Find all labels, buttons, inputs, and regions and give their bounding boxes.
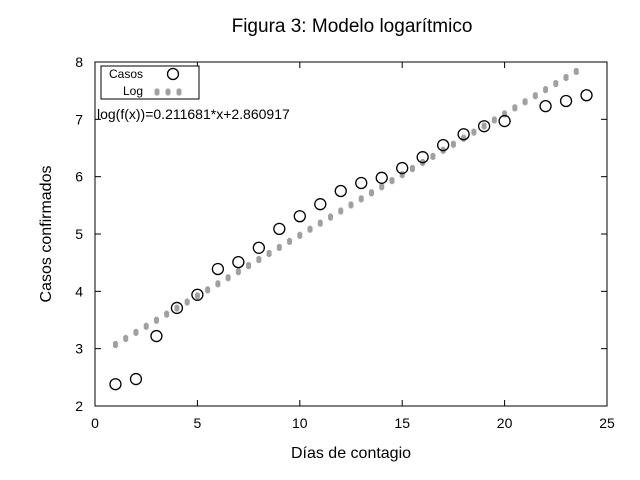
log-fit-dot-part [318,219,322,227]
x-axis-label: Días de contagio [291,445,411,462]
log-fit-dot-part [400,171,404,179]
y-tick-label: 8 [75,54,83,70]
casos-point [211,262,225,276]
casos-point [109,378,122,391]
log-fit-dot-part [359,195,363,203]
log-fit-dot-part [564,74,568,82]
y-tick-label: 7 [75,111,83,127]
fit-annotation: log(f(x))=0.211681*x+2.860917 [97,106,290,122]
log-fit-dot-part [503,110,507,118]
log-fit-dot-part [195,292,199,300]
legend-marker-log [154,88,182,96]
log-fit-dot-part [492,116,496,124]
legend-label-log: Log [123,84,143,98]
log-fit-dot-part [257,256,261,264]
log-fit-dot-part [154,316,158,324]
log-fit-dot-part [144,322,148,330]
log-fit-dot-part [380,183,384,191]
legend-label-casos: Casos [109,67,143,81]
log-fit-dot-part [451,140,455,148]
x-tick-label: 25 [599,415,615,431]
log-fit-dot-part [523,98,527,106]
x-tick-label: 0 [91,415,99,431]
casos-point [252,241,265,254]
log-fit-dot-part [533,92,537,100]
y-tick-label: 5 [75,226,83,242]
log-fit-dot-part [277,243,281,251]
casos-point [580,89,593,102]
x-tick-label: 5 [194,415,202,431]
casos-point [129,372,143,386]
casos-point [170,301,184,315]
casos-point [293,210,306,223]
casos-point [539,99,552,113]
legend-box [100,65,200,100]
log-fit-dot-part [113,341,117,349]
log-fit-dot-part [298,231,302,239]
log-fit-dot-part [574,67,578,75]
log-fit-dot-part [247,262,251,270]
log-fit-dot-part [369,189,373,197]
casos-point [559,94,573,108]
casos-point [416,151,429,164]
log-fit-dot-part [267,249,271,257]
casos-point [396,161,409,175]
log-fit-dot-part [554,80,558,88]
casos-point [437,138,450,152]
log-fit-dot-part [216,280,220,288]
legend-marker-casos [166,67,180,81]
log-fit-dot-part [134,328,138,336]
log-fit-dot-part [349,201,353,209]
log-fit-dot-part [165,310,169,318]
log-fit-dot-part [390,177,394,185]
y-tick-label: 6 [75,169,83,185]
log-fit-dot-part [329,213,333,221]
log-fit-dot-part [482,122,486,130]
log-fit-dot-part [288,237,292,245]
log-fit-dot-part [462,134,466,142]
casos-point [273,222,286,235]
chart-title: Figura 3: Modelo logarítmico [232,16,473,37]
log-fit-dot-part [410,165,414,173]
log-fit-dot-part [175,304,179,312]
casos-point [314,198,327,211]
y-axis-label: Casos confirmados [38,166,55,303]
casos-point [232,255,245,269]
log-fit-dot-part [206,286,210,294]
casos-point [477,120,491,133]
log-fit-dot-part [236,268,240,276]
casos-point [355,176,368,190]
casos-point [334,184,347,198]
casos-point [150,329,163,343]
log-fit-dot-part [544,86,548,94]
x-tick-label: 20 [497,415,513,431]
legend-log-dot-part [177,88,181,96]
y-tick-label: 4 [75,283,83,299]
casos-point [498,114,511,128]
log-fit-dot-part [472,128,476,136]
log-fit-dot-part [308,225,312,233]
log-fit-dot-part [339,207,343,215]
log-fit-dot-part [513,104,517,112]
log-fit-dot-part [185,298,189,306]
legend: Casos Log [100,65,200,100]
log-fit-dot-part [431,152,435,160]
legend-log-dot-part [155,88,159,96]
x-tick-label: 10 [292,415,308,431]
casos-point [191,288,204,301]
y-tick-label: 2 [75,398,83,414]
legend-log-dot-part [166,88,170,96]
casos-point [457,128,470,141]
x-tick-label: 15 [394,415,410,431]
log-fit-dot-part [124,334,128,342]
casos-point [375,171,388,184]
y-tick-label: 3 [75,341,83,357]
log-fit-dot-part [226,274,230,282]
